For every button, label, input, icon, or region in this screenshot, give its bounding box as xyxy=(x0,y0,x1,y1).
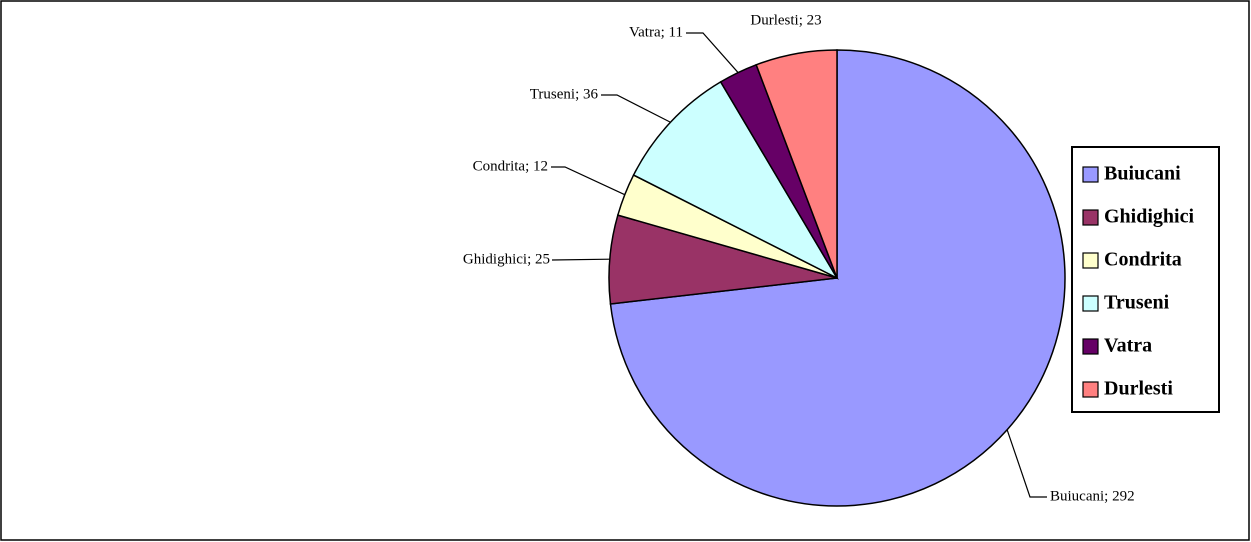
legend-swatch xyxy=(1082,209,1099,226)
data-label: Vatra; 11 xyxy=(629,24,683,40)
leader-line xyxy=(1006,429,1047,498)
legend-label: Truseni xyxy=(1104,292,1170,314)
legend-label: Buiucani xyxy=(1104,163,1181,185)
legend-label: Condrita xyxy=(1104,249,1182,271)
legend-label: Vatra xyxy=(1104,335,1152,357)
legend-swatch xyxy=(1082,381,1099,398)
legend-swatch xyxy=(1082,166,1099,183)
leader-line xyxy=(686,32,739,73)
legend-swatch xyxy=(1082,338,1099,355)
data-label: Buiucani; 292 xyxy=(1050,488,1135,504)
legend-swatch xyxy=(1082,252,1099,269)
pie-slice xyxy=(632,80,839,280)
data-label: Durlesti; 23 xyxy=(750,12,821,28)
data-label: Condrita; 12 xyxy=(473,158,548,174)
leader-line xyxy=(551,258,610,261)
leader-line xyxy=(601,94,671,123)
legend-label: Ghidighici xyxy=(1104,206,1194,228)
pie-slice xyxy=(755,49,838,279)
data-label: Truseni; 36 xyxy=(530,86,599,102)
legend-label: Durlesti xyxy=(1104,378,1173,400)
legend-box xyxy=(1071,146,1220,413)
data-label: Ghidighici; 25 xyxy=(463,251,550,267)
legend-swatch xyxy=(1082,295,1099,312)
leader-line xyxy=(551,166,626,196)
